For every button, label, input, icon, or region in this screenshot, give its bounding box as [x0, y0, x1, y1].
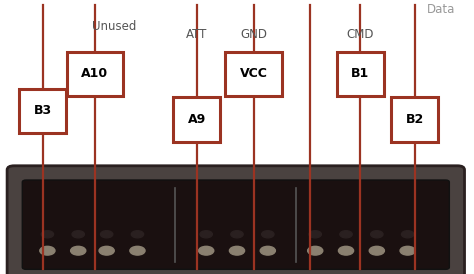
Circle shape	[231, 231, 243, 238]
FancyBboxPatch shape	[226, 52, 282, 96]
FancyBboxPatch shape	[175, 98, 222, 143]
Circle shape	[99, 246, 114, 255]
FancyBboxPatch shape	[393, 98, 440, 143]
Circle shape	[100, 231, 113, 238]
FancyBboxPatch shape	[228, 53, 283, 98]
Circle shape	[72, 231, 84, 238]
FancyBboxPatch shape	[21, 90, 68, 135]
Circle shape	[130, 246, 145, 255]
Text: B2: B2	[406, 113, 424, 126]
Text: Unused: Unused	[92, 19, 137, 33]
FancyBboxPatch shape	[338, 53, 385, 98]
FancyBboxPatch shape	[22, 180, 449, 269]
Circle shape	[401, 231, 414, 238]
Circle shape	[400, 246, 415, 255]
Circle shape	[309, 231, 321, 238]
Circle shape	[371, 231, 383, 238]
FancyBboxPatch shape	[69, 53, 125, 98]
Text: CMD: CMD	[346, 28, 374, 41]
Circle shape	[229, 246, 245, 255]
Circle shape	[308, 246, 323, 255]
Circle shape	[340, 231, 352, 238]
Circle shape	[199, 246, 214, 255]
Text: B1: B1	[351, 67, 369, 81]
Circle shape	[262, 231, 274, 238]
Text: A9: A9	[188, 113, 206, 126]
Text: Data: Data	[427, 3, 455, 16]
Circle shape	[260, 246, 275, 255]
FancyBboxPatch shape	[173, 97, 220, 142]
Circle shape	[131, 231, 144, 238]
Circle shape	[369, 246, 384, 255]
FancyBboxPatch shape	[391, 97, 438, 142]
Circle shape	[41, 231, 54, 238]
Circle shape	[40, 246, 55, 255]
Circle shape	[338, 246, 354, 255]
FancyBboxPatch shape	[337, 52, 383, 96]
Text: VCC: VCC	[240, 67, 267, 81]
Circle shape	[71, 246, 86, 255]
Text: GND: GND	[240, 28, 267, 41]
Circle shape	[200, 231, 212, 238]
Text: A10: A10	[81, 67, 109, 81]
FancyBboxPatch shape	[19, 89, 66, 133]
Text: ATT: ATT	[186, 28, 208, 41]
FancyBboxPatch shape	[66, 52, 123, 96]
FancyBboxPatch shape	[7, 166, 465, 274]
Text: B3: B3	[34, 104, 52, 118]
